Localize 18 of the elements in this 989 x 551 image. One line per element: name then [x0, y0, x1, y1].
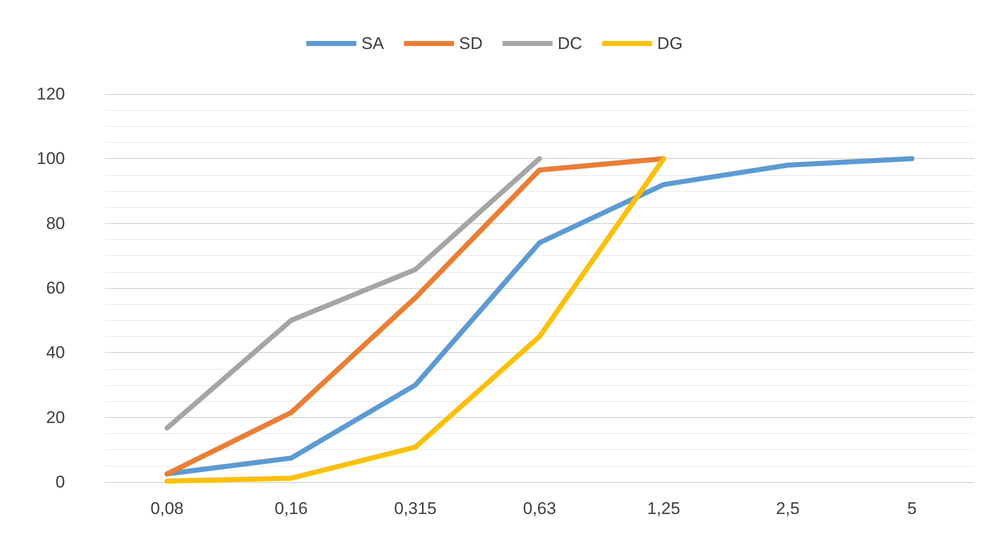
x-tick-label: 5: [907, 499, 917, 518]
legend-label: SD: [459, 34, 483, 53]
y-tick-label: 100: [36, 149, 65, 168]
legend-label: DG: [657, 34, 683, 53]
x-tick-label: 1,25: [647, 499, 680, 518]
legend-label: SA: [361, 34, 385, 53]
x-tick-label: 0,16: [274, 499, 308, 518]
y-tick-label: 20: [46, 408, 65, 427]
y-tick-label: 40: [46, 343, 65, 362]
y-tick-label: 60: [46, 278, 65, 298]
x-tick-label: 0,08: [150, 499, 184, 518]
x-tick-label: 2,5: [776, 499, 800, 518]
x-tick-label: 0,63: [522, 499, 556, 518]
x-tick-label: 0,315: [394, 499, 437, 518]
y-tick-label: 80: [46, 214, 65, 233]
y-tick-label: 120: [36, 84, 65, 104]
legend-label: DC: [558, 34, 582, 53]
y-tick-label: 0: [56, 472, 65, 492]
